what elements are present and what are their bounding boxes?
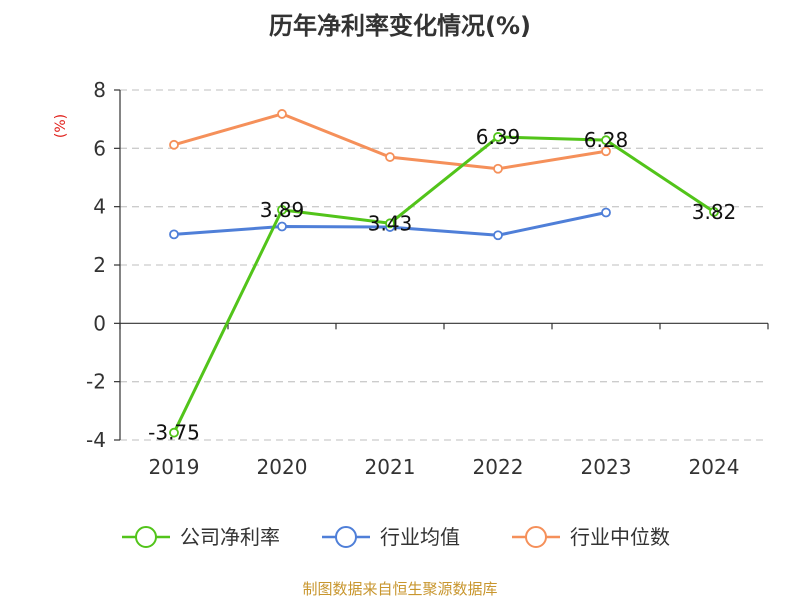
data-label: 6.39 — [476, 125, 521, 149]
data-point — [277, 204, 287, 215]
data-label: 3.43 — [368, 211, 413, 235]
data-label: -3.75 — [148, 421, 200, 445]
y-tick-label: 2 — [93, 253, 106, 277]
data-point — [169, 229, 179, 240]
gridlines — [120, 89, 768, 441]
x-tick-labels: 2019 2020 2021 2022 2023 2024 — [149, 455, 740, 479]
y-tick-labels: -4 -2 0 2 4 6 8 — [86, 78, 106, 452]
data-point — [277, 109, 287, 119]
chart-title: 历年净利率变化情况(%) — [269, 12, 531, 40]
y-tick-label: -2 — [86, 370, 106, 394]
data-point — [277, 221, 287, 232]
x-tick-label: 2021 — [365, 455, 416, 479]
data-point — [169, 427, 179, 438]
legend-marker — [525, 526, 547, 548]
data-label: 6.28 — [584, 128, 629, 152]
legend: 公司净利率 行业均值 行业中位数 — [122, 525, 670, 549]
legend-label: 行业中位数 — [570, 525, 670, 549]
data-point — [601, 135, 611, 146]
y-tick-label: 4 — [93, 195, 106, 219]
data-point — [385, 218, 395, 229]
data-point — [169, 139, 179, 150]
series-line-0 — [172, 135, 715, 434]
x-tick-label: 2022 — [473, 455, 524, 479]
data-label: 3.89 — [260, 198, 305, 222]
legend-label: 行业均值 — [380, 525, 460, 549]
data-label: 3.82 — [692, 200, 737, 224]
data-point — [601, 146, 611, 157]
data-point — [493, 230, 503, 241]
y-tick-label: -4 — [86, 428, 106, 452]
data-point — [709, 207, 719, 217]
data-point — [601, 207, 611, 218]
x-tick-label: 2020 — [257, 455, 308, 479]
axes — [114, 89, 769, 441]
x-tick-label: 2024 — [689, 455, 740, 479]
legend-marker — [335, 526, 357, 548]
data-point — [493, 163, 503, 174]
legend-label: 公司净利率 — [180, 525, 280, 549]
data-source-note: 制图数据来自恒生聚源数据库 — [302, 580, 497, 598]
data-point — [385, 152, 395, 162]
x-tick-label: 2023 — [581, 455, 632, 479]
y-tick-label: 0 — [93, 311, 106, 335]
series-layer — [169, 109, 719, 438]
x-tick-label: 2019 — [149, 455, 200, 479]
y-axis-label: (%) — [53, 114, 69, 138]
data-point — [493, 132, 503, 142]
y-tick-label: 8 — [93, 78, 106, 102]
legend-marker — [135, 526, 157, 548]
data-labels: -3.75 3.89 3.43 6.39 6.28 3.82 — [148, 125, 736, 445]
y-tick-label: 6 — [93, 136, 106, 160]
